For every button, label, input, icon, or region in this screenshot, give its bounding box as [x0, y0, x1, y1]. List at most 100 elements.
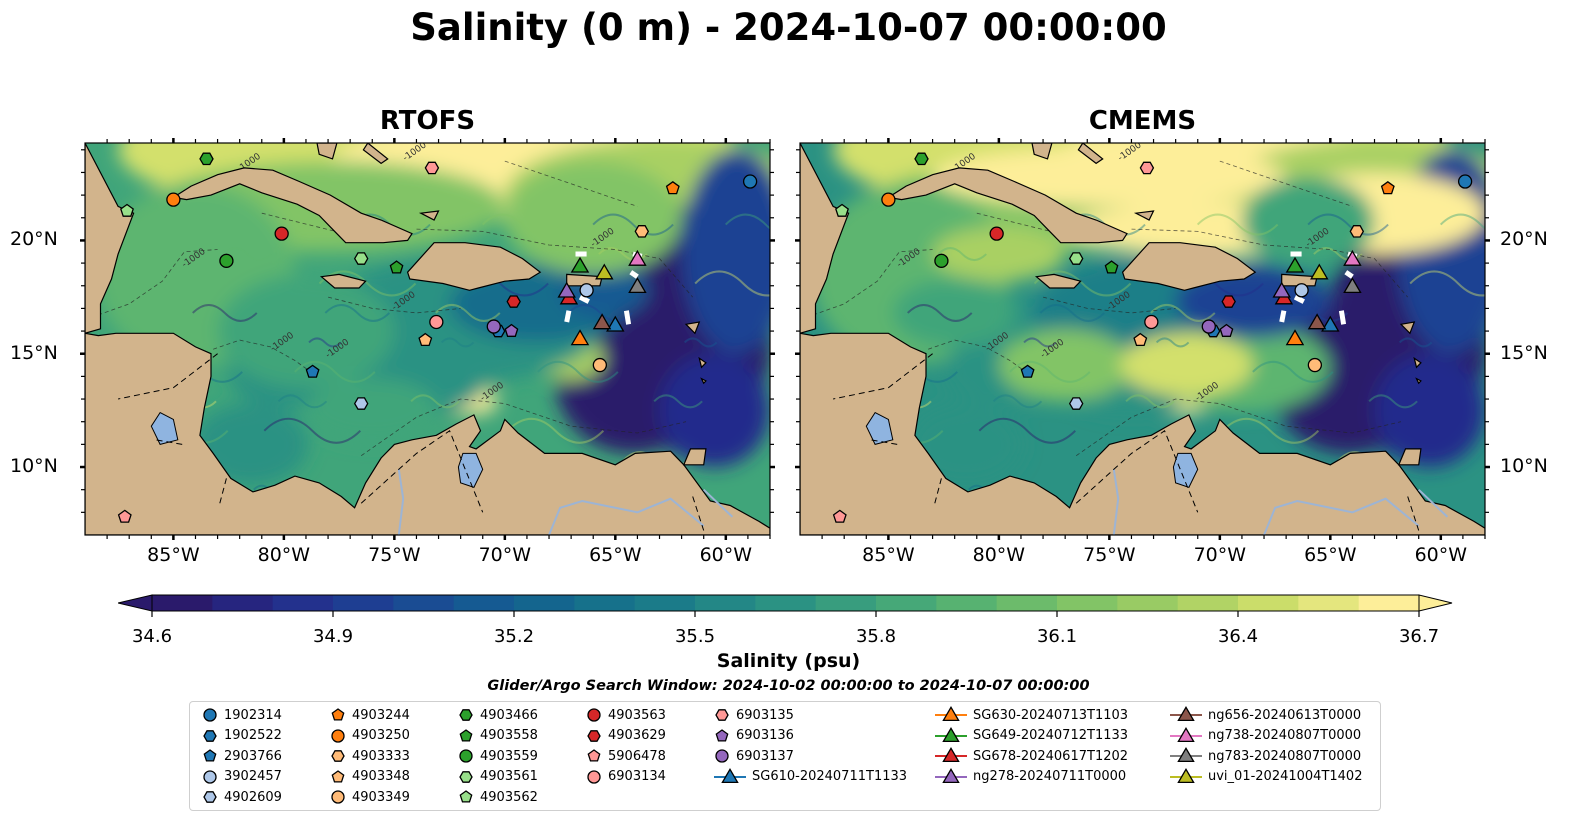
- eddy-swirl: [1196, 213, 1279, 236]
- legend-label: 2903766: [224, 748, 282, 764]
- land-mass: [1399, 321, 1416, 335]
- legend-marker-icon: [331, 728, 345, 743]
- glider-marker: [1343, 249, 1362, 266]
- argo-float-marker: [1221, 295, 1236, 308]
- panel-title-rtofs: RTOFS: [379, 106, 476, 136]
- legend-item: ng278-20240711T0000: [935, 767, 1126, 787]
- land-mass: [171, 167, 413, 244]
- legend-marker-icon: [587, 708, 601, 722]
- legend-item: 4903562: [458, 787, 538, 807]
- legend-circle-icon: [587, 708, 601, 722]
- argo-float-marker: [742, 174, 758, 189]
- glider-track: [629, 270, 639, 279]
- eddy-swirl: [308, 337, 342, 348]
- eddy-swirl: [506, 417, 605, 444]
- legend-item: 4903629: [586, 726, 666, 746]
- colorbar-tick-label: 35.5: [674, 626, 716, 647]
- glider-marker: [557, 281, 576, 298]
- bathymetry-contour: [504, 160, 638, 207]
- legend-item: ng656-20240613T0000: [1170, 705, 1361, 725]
- river: [1263, 497, 1420, 535]
- colorbar-label: Salinity (psu): [716, 650, 861, 672]
- eddy-swirl: [440, 337, 475, 348]
- glider-track: [623, 310, 632, 325]
- legend-marker-icon: [715, 709, 729, 721]
- glider-marker: [595, 263, 614, 280]
- eddy-swirl: [318, 270, 417, 297]
- bathymetry-contour: [328, 296, 461, 314]
- legend-label: 4903562: [480, 789, 538, 805]
- country-border: [1075, 430, 1199, 513]
- glider-marker: [570, 256, 590, 273]
- legend-hexagon-icon: [203, 729, 217, 742]
- legend-label: SG610-20240711T1133: [752, 769, 908, 785]
- map-panel-rtofs: -1000-1000-1000-1000-1000-1000 -1000-1000: [80, 138, 775, 540]
- colorbar-segment: [333, 595, 394, 611]
- legend-item: 4903563: [586, 705, 666, 725]
- lat-tick-label-left: 15°N: [10, 341, 58, 364]
- legend-marker-icon: [587, 749, 601, 762]
- eddy-swirl: [1009, 360, 1091, 383]
- argo-float-marker: [634, 225, 650, 238]
- argo-float-marker: [1068, 397, 1084, 410]
- argo-float-marker: [429, 314, 444, 330]
- eddy-swirl: [1307, 213, 1389, 236]
- legend-label: 6903137: [736, 748, 794, 764]
- colorbar-segment: [453, 595, 515, 611]
- eddy-swirl: [653, 394, 703, 409]
- colorbar-segment: [936, 595, 998, 611]
- bathymetry-contour: [800, 249, 933, 321]
- land-mass: [1121, 242, 1257, 291]
- argo-float-marker: [1133, 332, 1148, 347]
- legend-circle-icon: [203, 770, 217, 784]
- legend-marker-icon: [331, 769, 345, 783]
- colorbar-segment: [996, 595, 1058, 611]
- legend-item: 4903348: [330, 767, 410, 787]
- legend-pentagon-icon: [331, 769, 345, 783]
- argo-float-marker: [1219, 323, 1234, 337]
- river: [548, 497, 705, 535]
- river: [397, 469, 405, 535]
- lon-tick-label: 85°W: [862, 544, 915, 566]
- legend-marker-icon: [459, 709, 473, 721]
- glider-marker: [1321, 315, 1340, 332]
- legend-triangle-icon: [942, 726, 960, 742]
- legend-marker-icon: [203, 708, 217, 722]
- colorbar-segment: [1117, 595, 1179, 611]
- legend-marker-icon: [935, 726, 967, 742]
- lat-tick-label-right: 20°N: [1500, 228, 1548, 251]
- salinity-patch: [932, 226, 1066, 282]
- colorbar-tick-label: 34.6: [131, 626, 173, 647]
- legend-label: SG630-20240713T1103: [973, 707, 1129, 723]
- salinity-patch: [908, 403, 1024, 486]
- legend-pentagon-icon: [203, 749, 217, 762]
- salinity-patch: [1241, 176, 1375, 268]
- bathymetry-contour: [1219, 160, 1353, 207]
- land-mass: [1133, 210, 1155, 221]
- legend-label: 5906478: [608, 748, 666, 764]
- colorbar-segment: [152, 595, 213, 611]
- search-window-text: Glider/Argo Search Window: 2024-10-02 00…: [487, 678, 1090, 694]
- legend-marker-icon: [459, 770, 473, 783]
- colorbar-segment: [1177, 595, 1239, 611]
- land-mass: [1034, 273, 1082, 289]
- legend-label: 4903558: [480, 728, 538, 744]
- eddy-swirl: [1282, 303, 1349, 322]
- argo-float-marker: [120, 203, 134, 217]
- land-mass: [1415, 377, 1422, 385]
- legend-item: 4902609: [202, 787, 282, 807]
- lon-tick-label: 60°W: [1414, 544, 1468, 566]
- eddy-swirl: [537, 360, 619, 383]
- legend-item: 1902522: [202, 726, 282, 746]
- legend-item: 4903561: [458, 767, 538, 787]
- glider-marker: [1272, 281, 1291, 298]
- argo-float-marker: [274, 226, 289, 241]
- land-mass: [682, 448, 707, 466]
- glider-track: [1344, 270, 1354, 279]
- map-frame: [84, 142, 771, 536]
- lon-tick-label: 75°W: [368, 544, 421, 566]
- argo-float-marker: [1294, 283, 1309, 298]
- eddy-swirl: [907, 303, 973, 322]
- glider-track: [1293, 294, 1305, 304]
- legend-marker-icon: [1170, 726, 1202, 742]
